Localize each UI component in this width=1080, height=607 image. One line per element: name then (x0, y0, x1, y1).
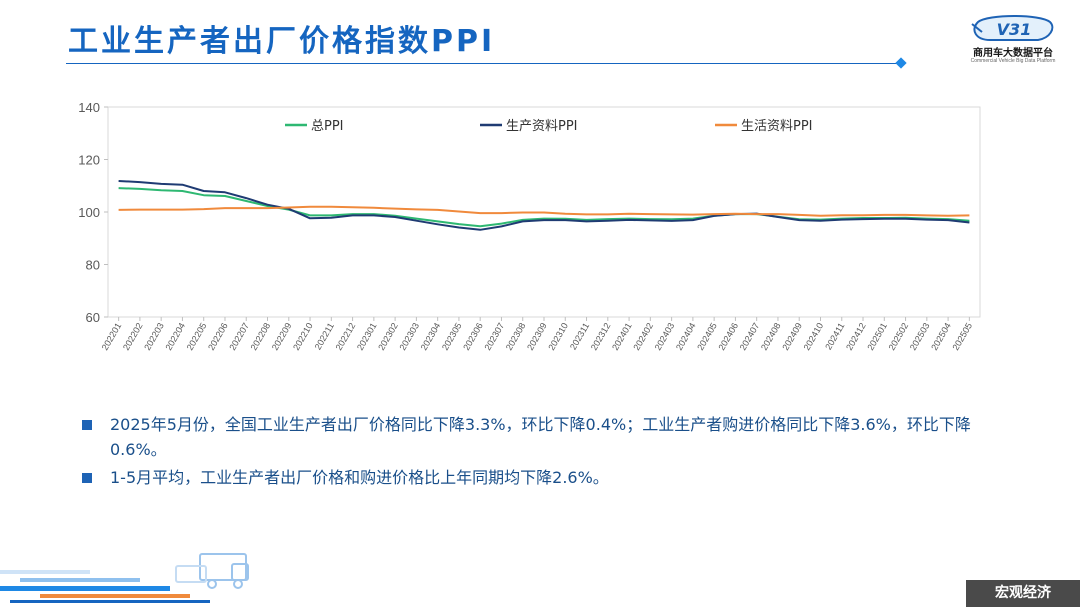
x-tick-label: 202410 (802, 321, 826, 352)
bullet-text-1: 2025年5月份，全国工业生产者出厂价格同比下降3.3%，环比下降0.4%；工业… (110, 415, 971, 459)
bullet-item-2: 1-5月平均，工业生产者出厂价格和购进价格比上年同期均下降2.6%。 (82, 465, 1002, 490)
brand-logo: V31 (971, 15, 1054, 41)
truck-decoration-icon (0, 553, 249, 603)
x-tick-label: 202505 (950, 321, 974, 352)
logo-mark: V31 (997, 20, 1032, 39)
y-tick-label: 60 (86, 310, 100, 325)
bullet-square-icon (82, 473, 92, 483)
title-underline (66, 63, 902, 64)
bullet-list: 2025年5月份，全国工业生产者出厂价格同比下降3.3%，环比下降0.4%；工业… (82, 412, 1002, 493)
x-tick-label: 202211 (313, 321, 336, 351)
logo-name: 商用车大数据平台 (973, 48, 1053, 59)
legend-label-1: 总PPI (311, 119, 344, 134)
series-line-1 (118, 187, 970, 228)
x-tick-label: 202411 (823, 321, 846, 351)
series-line-3 (118, 205, 970, 217)
legend-label-2: 生产资料PPI (506, 119, 578, 134)
section-label: 宏观经济 (966, 580, 1080, 607)
bullet-square-icon (82, 420, 92, 430)
logo-subtitle: Commercial Vehicle Big Data Platform (970, 58, 1056, 64)
x-tick-label: 202310 (546, 321, 570, 352)
x-tick-label: 202311 (568, 321, 591, 351)
legend-label-3: 生活资料PPI (741, 119, 813, 134)
title-underline-diamond (895, 57, 907, 69)
page-title: 工业生产者出厂价格指数PPI (68, 24, 496, 59)
y-tick-label: 100 (78, 205, 100, 220)
ppi-line-chart: 6080100120140202201202202202203202204202… (78, 100, 981, 352)
bullet-item-1: 2025年5月份，全国工业生产者出厂价格同比下降3.3%，环比下降0.4%；工业… (82, 412, 1002, 462)
y-tick-label: 120 (78, 153, 100, 168)
x-tick-label: 202210 (291, 321, 315, 352)
y-tick-label: 80 (86, 258, 100, 273)
y-tick-label: 140 (78, 100, 100, 115)
bullet-text-2: 1-5月平均，工业生产者出厂价格和购进价格比上年同期均下降2.6%。 (110, 468, 609, 487)
series-line-2 (118, 180, 970, 231)
